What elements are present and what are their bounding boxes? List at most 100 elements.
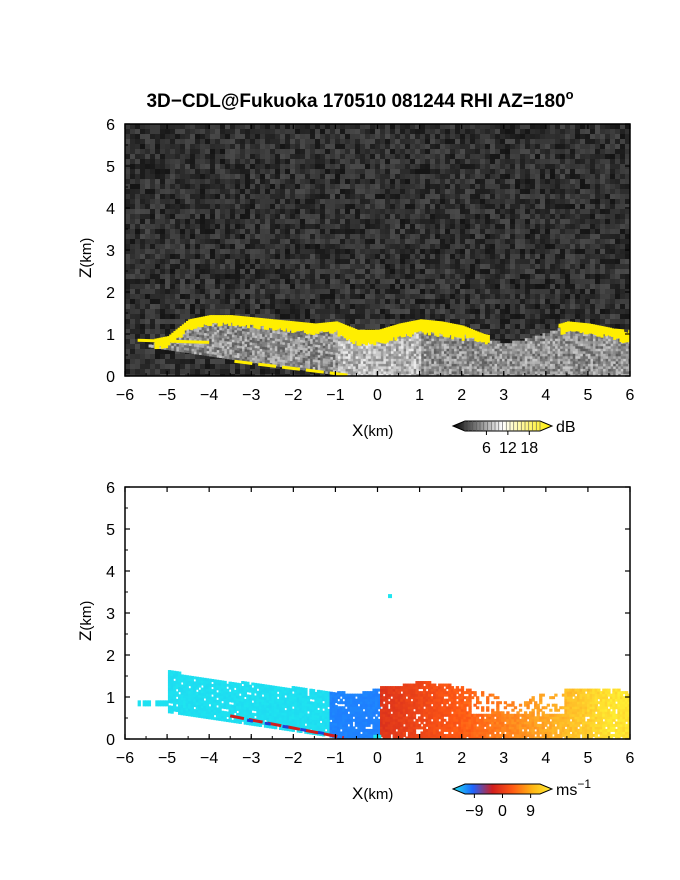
noise-cell [175,194,180,199]
noise-cell [170,284,175,289]
noise-cell [140,179,145,184]
noise-cell [170,249,175,254]
noise-cell [145,304,150,309]
noise-cell [195,259,200,264]
noise-cell [165,244,170,249]
noise-cell [480,139,485,144]
noise-cell [340,304,345,309]
noise-cell [555,139,560,144]
noise-cell [465,219,470,224]
noise-cell [195,124,200,129]
noise-cell [405,169,410,174]
noise-cell [330,294,335,299]
noise-cell [545,249,550,254]
noise-cell [140,289,145,294]
noise-cell [440,299,445,304]
noise-cell [230,374,235,376]
noise-cell [285,289,290,294]
noise-cell [125,249,130,254]
noise-cell [375,249,380,254]
noise-cell [270,314,275,319]
noise-cell [440,289,445,294]
noise-cell [585,199,590,204]
noise-cell [250,224,255,229]
noise-cell [195,229,200,234]
noise-cell [520,169,525,174]
noise-cell [305,229,310,234]
noise-cell [455,204,460,209]
noise-cell [250,374,255,376]
noise-cell [330,139,335,144]
noise-cell [540,179,545,184]
noise-cell [455,169,460,174]
noise-cell [550,239,555,244]
noise-cell [595,164,600,169]
noise-cell [545,279,550,284]
noise-cell [335,259,340,264]
noise-cell [180,264,185,269]
noise-cell [355,204,360,209]
noise-cell [160,279,165,284]
noise-cell [245,259,250,264]
noise-cell [170,329,175,334]
noise-cell [575,184,580,189]
noise-cell [215,199,220,204]
noise-cell [445,269,450,274]
noise-cell [170,194,175,199]
noise-cell [130,149,135,154]
noise-cell [270,279,275,284]
noise-cell [320,169,325,174]
noise-cell [330,209,335,214]
noise-cell [335,249,340,254]
noise-cell [445,239,450,244]
noise-cell [490,274,495,279]
noise-cell [515,264,520,269]
noise-cell [365,219,370,224]
noise-cell [195,199,200,204]
noise-cell [215,129,220,134]
noise-cell [605,299,610,304]
noise-cell [495,139,500,144]
noise-cell [165,179,170,184]
noise-cell [340,149,345,154]
noise-cell [455,299,460,304]
noise-cell [330,179,335,184]
noise-cell [530,134,535,139]
noise-cell [535,294,540,299]
figure-title: 3D−CDL@Fukuoka 170510 081244 RHI AZ=180o [146,87,573,112]
noise-cell [265,134,270,139]
noise-cell [515,289,520,294]
noise-cell [530,279,535,284]
noise-cell [490,264,495,269]
noise-cell [420,304,425,309]
noise-cell [315,284,320,289]
noise-cell [500,154,505,159]
noise-cell [390,254,395,259]
noise-cell [475,309,480,314]
noise-cell [160,359,165,364]
noise-cell [245,304,250,309]
noise-cell [545,284,550,289]
noise-cell [505,139,510,144]
noise-cell [180,184,185,189]
noise-cell [365,194,370,199]
noise-cell [540,254,545,259]
noise-cell [490,159,495,164]
noise-cell [280,204,285,209]
noise-cell [375,254,380,259]
noise-cell [265,274,270,279]
noise-cell [145,129,150,134]
noise-cell [210,284,215,289]
noise-cell [445,279,450,284]
noise-cell [155,199,160,204]
noise-cell [175,164,180,169]
noise-cell [135,374,140,376]
noise-cell [180,144,185,149]
noise-cell [240,154,245,159]
noise-cell [570,199,575,204]
noise-cell [505,254,510,259]
noise-cell [170,324,175,329]
noise-cell [525,169,530,174]
noise-cell [440,209,445,214]
noise-cell [595,189,600,194]
